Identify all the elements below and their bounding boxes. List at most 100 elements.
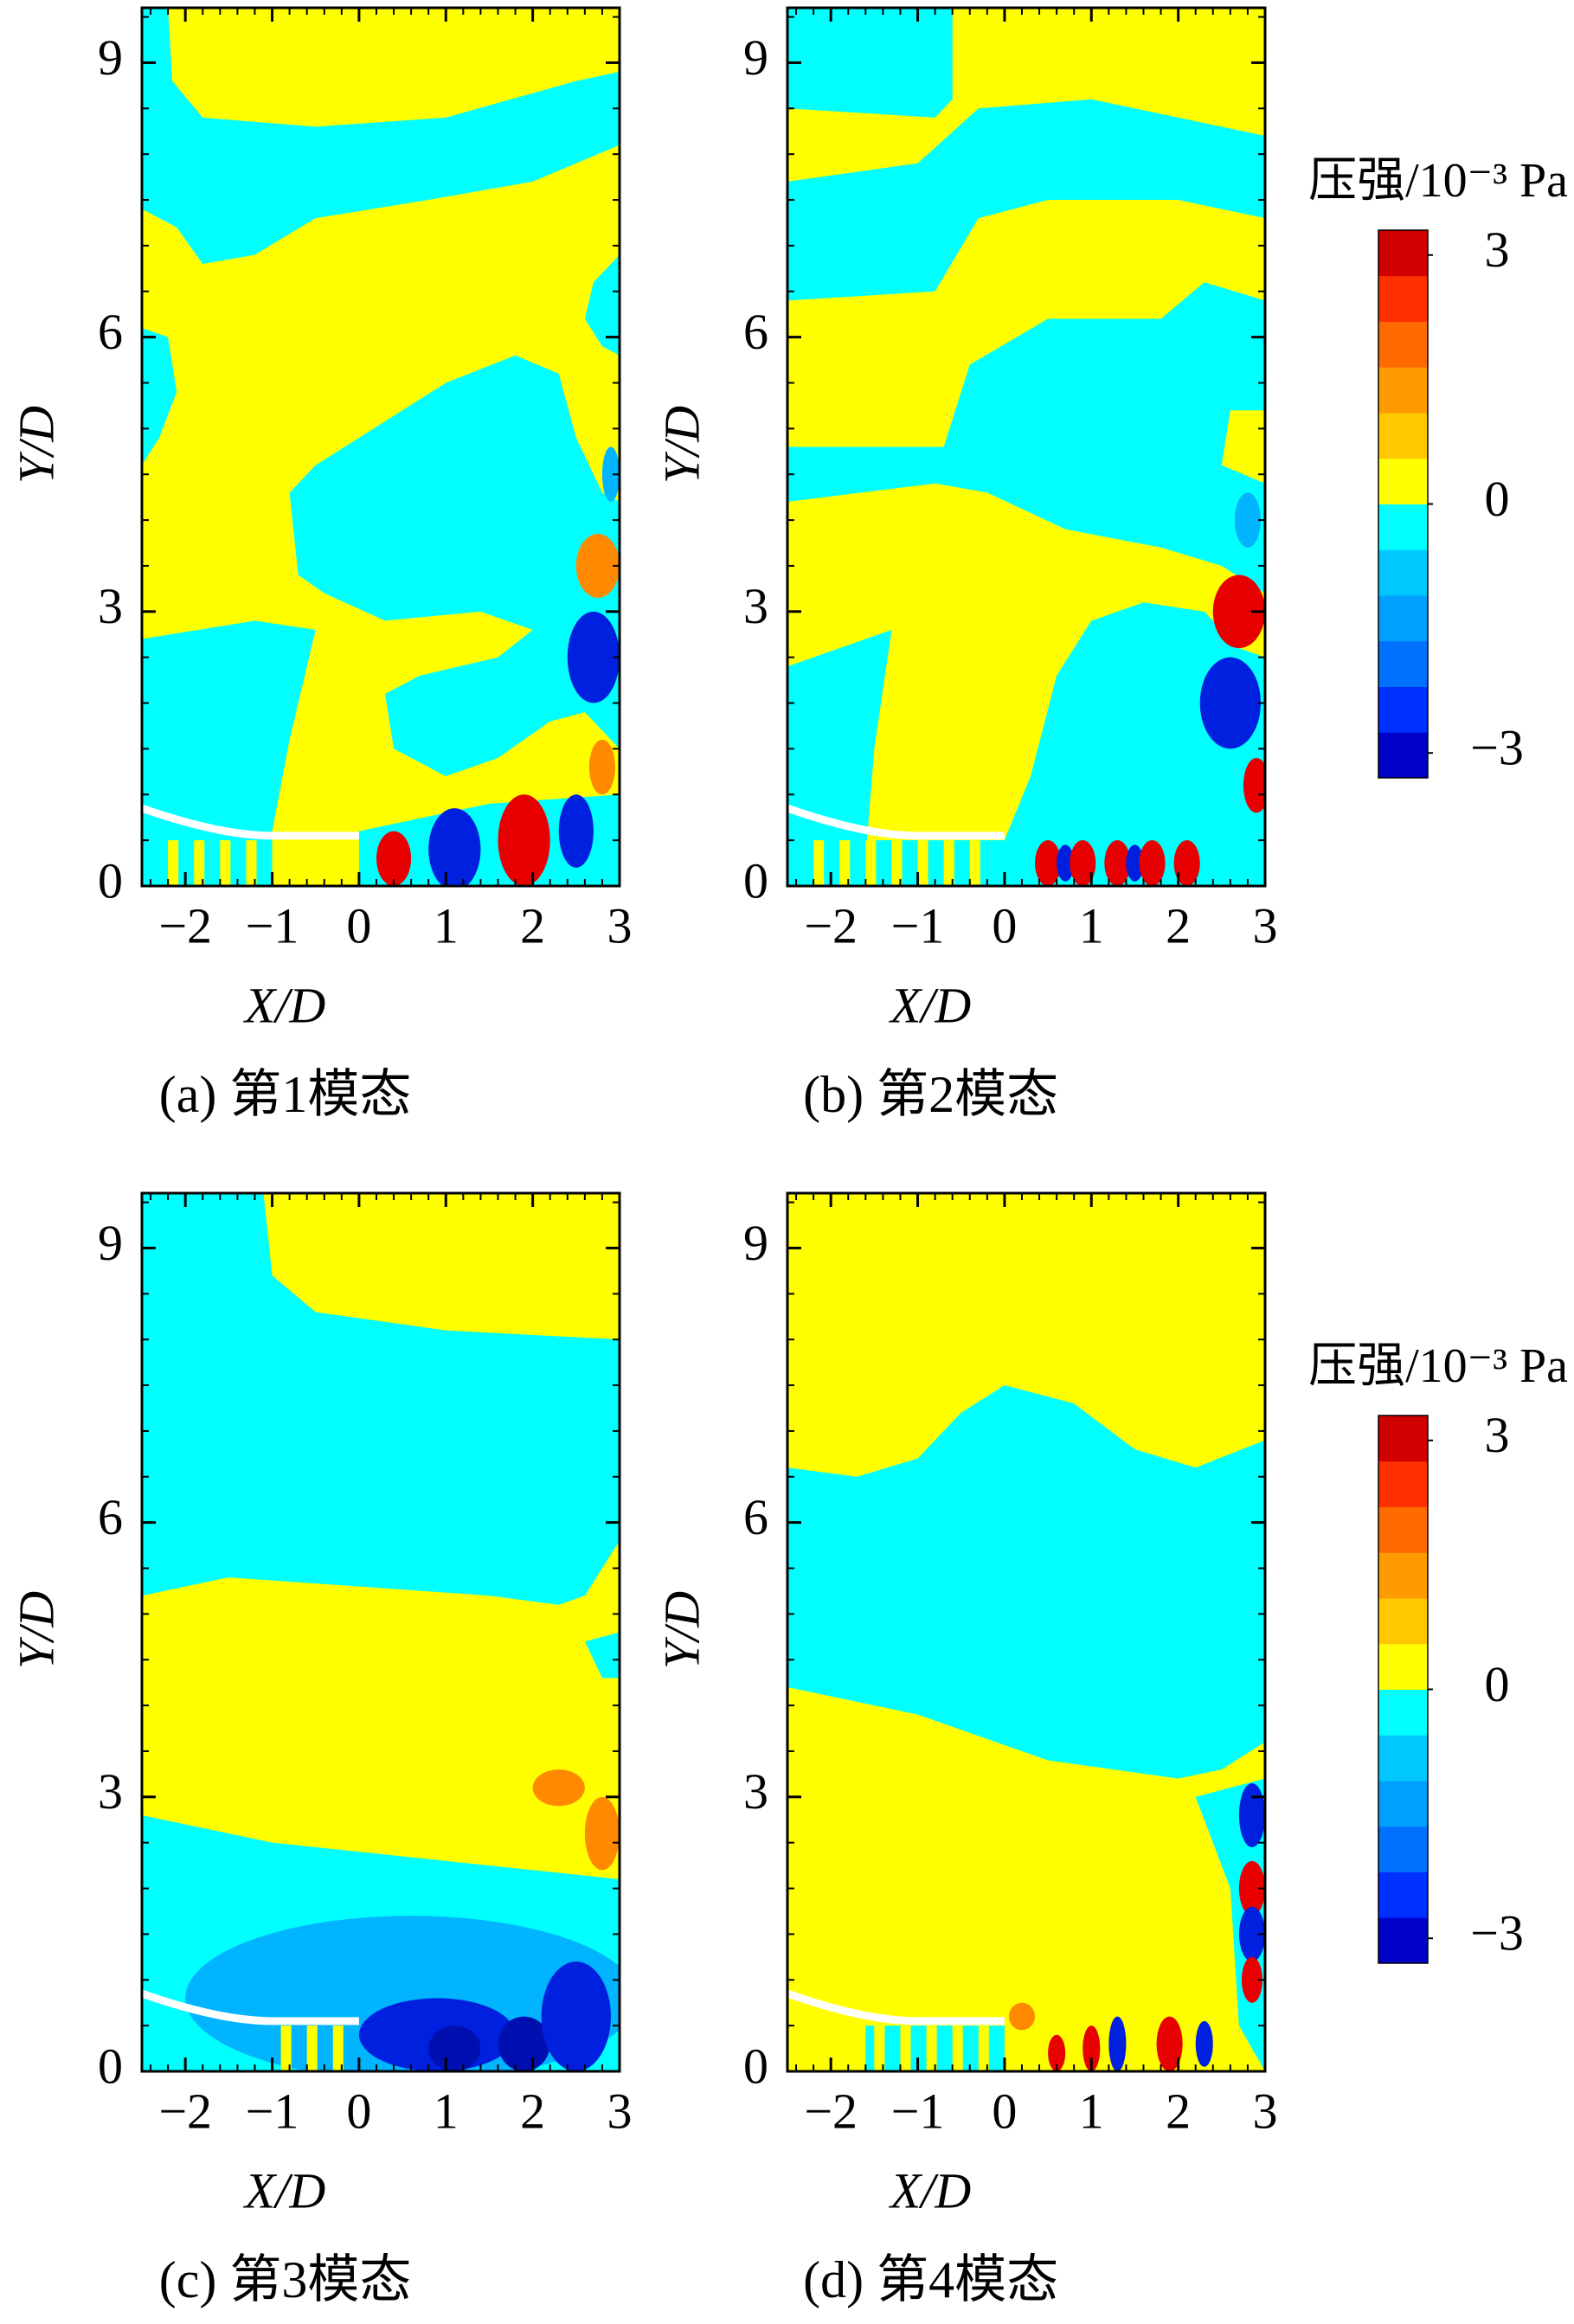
plate	[787, 1989, 1005, 2025]
contour-spot	[1238, 1906, 1265, 1962]
x-tick-label: −1	[246, 2083, 299, 2139]
colorbar-title: 压强/10⁻³ Pa	[1308, 1339, 1568, 1393]
contour-region	[584, 1632, 620, 1679]
y-tick-label: 6	[743, 1489, 768, 1545]
contour-region	[358, 794, 620, 886]
contour-spot	[1083, 2025, 1101, 2071]
x-tick-label: 1	[434, 2083, 459, 2139]
colorbar-tick-label: 0	[1485, 1656, 1510, 1712]
colorbar-band	[1378, 1506, 1428, 1553]
contour-region	[787, 282, 1265, 594]
x-tick-label: 3	[607, 2083, 633, 2139]
contour-spot	[428, 808, 481, 886]
contour-spot	[1238, 1782, 1265, 1847]
contour-stripe	[900, 2025, 911, 2071]
contour-spot	[1139, 840, 1166, 886]
contour-spot	[376, 831, 412, 886]
contour-field	[787, 1193, 1265, 2071]
colorbar-tick-label: −3	[1470, 1905, 1524, 1961]
contour-spot	[532, 1769, 585, 1807]
colorbar-band	[1378, 640, 1428, 687]
contour-stripe	[952, 2025, 963, 2071]
colorbar-band	[1378, 413, 1428, 459]
panel-title: (a) 第1模态	[159, 1066, 412, 1123]
colorbar-band	[1378, 1461, 1428, 1507]
contour-stripe	[272, 840, 283, 886]
plot-frame	[786, 6, 1267, 888]
x-tick-label: 1	[1079, 2083, 1104, 2139]
contour-spot	[588, 739, 615, 795]
contour-field	[787, 8, 1265, 886]
contour-spot	[1173, 840, 1200, 886]
x-tick-label: 1	[1079, 897, 1104, 953]
contour-spot	[498, 794, 550, 886]
contour-spot	[1234, 492, 1261, 548]
contour-region	[787, 1385, 1265, 1779]
contour-spot	[1070, 840, 1096, 886]
y-tick-label: 0	[743, 852, 768, 908]
colorbar-band	[1378, 1826, 1428, 1872]
contour-spot	[1048, 2034, 1066, 2071]
x-tick-label: −1	[246, 897, 299, 953]
x-axis-label: X/D	[889, 977, 972, 1033]
colorbar-band	[1378, 549, 1428, 596]
y-tick-label: 6	[98, 304, 123, 360]
contour-region	[142, 328, 177, 465]
x-tick-label: 3	[1253, 2083, 1278, 2139]
contour-spot	[1156, 2016, 1183, 2071]
x-tick-label: −2	[804, 897, 858, 953]
colorbar-band	[1378, 275, 1428, 322]
contour-spot	[1195, 2020, 1213, 2067]
plot-frame	[786, 1191, 1267, 2073]
colorbar-band	[1378, 458, 1428, 504]
contour-stripe	[306, 2025, 318, 2071]
x-tick-label: 3	[607, 897, 633, 953]
contour-spot	[1008, 2002, 1036, 2031]
y-tick-label: 3	[743, 1763, 768, 1820]
colorbar-band	[1378, 367, 1428, 414]
panel-title: (b) 第2模态	[803, 1066, 1058, 1123]
y-axis-label: Y/D	[8, 406, 64, 484]
contour-stripe	[168, 840, 179, 886]
x-tick-label: 2	[1166, 897, 1191, 953]
contour-region	[787, 8, 953, 118]
contour-spot	[1126, 844, 1144, 882]
colorbar-band	[1378, 732, 1428, 779]
contour-region	[289, 355, 620, 777]
colorbar-band	[1378, 1917, 1428, 1964]
plot-frame	[140, 6, 621, 888]
plate	[787, 804, 1005, 840]
colorbar-band	[1378, 230, 1428, 277]
contour-stripe	[280, 2025, 292, 2071]
x-tick-label: −2	[158, 897, 212, 953]
contour-stripe	[246, 840, 257, 886]
x-axis-label: X/D	[243, 2162, 326, 2218]
contour-spot	[558, 794, 594, 868]
contour-stripe	[332, 2025, 344, 2071]
contour-stripe	[839, 840, 851, 886]
y-tick-label: 9	[743, 29, 768, 86]
y-tick-label: 9	[98, 29, 123, 86]
contour-region	[787, 99, 1265, 301]
contour-stripe	[917, 840, 928, 886]
colorbar-tick-label: 0	[1485, 471, 1510, 527]
contour-spot	[541, 1961, 611, 2071]
colorbar-band	[1378, 1552, 1428, 1599]
contour-stripe	[978, 2025, 989, 2071]
y-tick-label: 9	[743, 1215, 768, 1271]
colorbar-band	[1378, 1871, 1428, 1918]
contour-region	[142, 1193, 620, 1605]
contour-stripe	[943, 840, 954, 886]
contour-spot	[1212, 575, 1265, 649]
contour-stripe	[194, 840, 205, 886]
y-tick-label: 0	[98, 2038, 123, 2094]
colorbar-band	[1378, 504, 1428, 550]
colorbar-tick-label: −3	[1470, 720, 1524, 776]
contour-spot	[584, 1796, 620, 1871]
x-tick-label: −2	[804, 2083, 858, 2139]
contour-stripe	[926, 2025, 937, 2071]
x-tick-label: 0	[992, 2083, 1017, 2139]
contour-spot	[1108, 2016, 1127, 2071]
x-axis-label: X/D	[243, 977, 326, 1033]
colorbar-tick-label: 3	[1485, 221, 1510, 278]
